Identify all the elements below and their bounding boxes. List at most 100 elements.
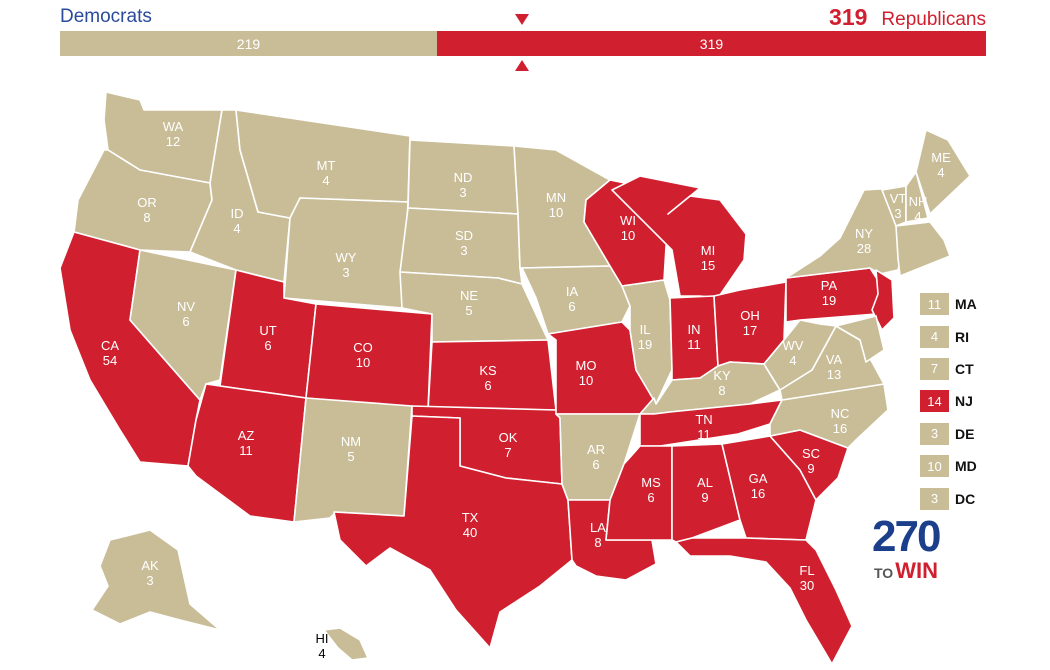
state-label-ne: NE xyxy=(460,288,478,303)
small-state-abbrev: DC xyxy=(955,490,976,507)
small-state-md[interactable]: 10 MD xyxy=(920,450,977,482)
state-ev-mt: 4 xyxy=(322,173,329,188)
state-me[interactable] xyxy=(915,129,971,215)
state-label-nm: NM xyxy=(341,434,361,449)
state-label-mi: MI xyxy=(701,243,715,258)
state-label-mo: MO xyxy=(576,358,597,373)
small-state-abbrev: MD xyxy=(955,458,977,475)
state-label-in: IN xyxy=(688,322,701,337)
state-ev-ok: 7 xyxy=(504,445,511,460)
state-ev-nd: 3 xyxy=(459,185,466,200)
state-label-ga: GA xyxy=(749,471,768,486)
state-label-ia: IA xyxy=(566,284,579,299)
state-ev-sd: 3 xyxy=(460,243,467,258)
state-ev-ak: 3 xyxy=(146,573,153,588)
state-ev-al: 9 xyxy=(701,490,708,505)
state-label-vt: VT xyxy=(890,191,907,206)
win-threshold-marker-bottom xyxy=(515,60,529,71)
state-de-md[interactable] xyxy=(835,315,885,363)
state-ma-ct-ri[interactable] xyxy=(895,221,951,277)
state-ev-mo: 10 xyxy=(579,373,593,388)
logo-270: 270 xyxy=(872,512,941,561)
small-state-ri[interactable]: 4 RI xyxy=(920,320,977,352)
state-ev-co: 10 xyxy=(356,355,370,370)
state-label-wy: WY xyxy=(336,250,357,265)
state-label-ny: NY xyxy=(855,226,873,241)
state-ev-fl: 30 xyxy=(800,578,814,593)
state-ev-ks: 6 xyxy=(484,378,491,393)
small-state-ev-box: 3 xyxy=(920,422,949,445)
state-ev-nh: 4 xyxy=(914,209,921,224)
small-state-abbrev: NJ xyxy=(955,393,973,410)
state-ev-sc: 9 xyxy=(807,461,814,476)
state-label-wv: WV xyxy=(783,338,804,353)
small-state-ev-box: 10 xyxy=(920,455,949,478)
state-label-sd: SD xyxy=(455,228,473,243)
state-ev-ms: 6 xyxy=(647,490,654,505)
state-ev-wi: 10 xyxy=(621,228,635,243)
state-label-ks: KS xyxy=(479,363,497,378)
win-threshold-marker-top xyxy=(515,14,529,25)
state-label-az: AZ xyxy=(238,428,255,443)
state-ev-wa: 12 xyxy=(166,134,180,149)
state-ak[interactable] xyxy=(91,529,221,631)
republicans-label: Republicans xyxy=(881,9,986,30)
state-label-oh: OH xyxy=(740,308,760,323)
state-ev-tx: 40 xyxy=(463,525,477,540)
logo-to: TO xyxy=(874,565,894,581)
state-label-sc: SC xyxy=(802,446,820,461)
state-ev-nv: 6 xyxy=(182,314,189,329)
state-ev-nc: 16 xyxy=(833,421,847,436)
state-ev-ne: 5 xyxy=(465,303,472,318)
state-hi[interactable] xyxy=(323,627,369,661)
state-ev-mn: 10 xyxy=(549,205,563,220)
state-nc[interactable] xyxy=(769,383,889,449)
state-label-wi: WI xyxy=(620,213,636,228)
state-ev-ca: 54 xyxy=(103,353,117,368)
state-label-nd: ND xyxy=(454,170,473,185)
small-state-de[interactable]: 3 DE xyxy=(920,418,977,450)
state-label-tx: TX xyxy=(462,510,479,525)
republicans-header: 319 Republicans xyxy=(829,4,986,31)
small-state-ma[interactable]: 11 MA xyxy=(920,288,977,320)
state-ev-in: 11 xyxy=(687,337,701,352)
state-nh[interactable] xyxy=(905,171,929,223)
small-state-ev-box: 4 xyxy=(920,325,949,348)
state-ev-la: 8 xyxy=(594,535,601,550)
small-state-ev-box: 14 xyxy=(920,390,949,413)
republican-total: 319 xyxy=(829,4,868,30)
state-label-or: OR xyxy=(137,195,157,210)
state-fl[interactable] xyxy=(675,537,853,665)
state-ev-vt: 3 xyxy=(894,206,901,221)
state-label-pa: PA xyxy=(821,278,838,293)
state-label-nh: NH xyxy=(909,194,928,209)
small-state-abbrev: MA xyxy=(955,296,977,313)
small-state-abbrev: DE xyxy=(955,425,975,442)
state-tx[interactable] xyxy=(333,415,573,649)
state-ev-oh: 17 xyxy=(743,323,757,338)
state-label-fl: FL xyxy=(799,563,814,578)
logo-win: WIN xyxy=(895,558,938,583)
small-state-dc[interactable]: 3 DC xyxy=(920,482,977,514)
state-label-mt: MT xyxy=(317,158,336,173)
state-label-wa: WA xyxy=(163,119,184,134)
state-wv[interactable] xyxy=(763,319,837,391)
state-ev-ny: 28 xyxy=(857,241,871,256)
state-ev-wv: 4 xyxy=(789,353,796,368)
state-ev-az: 11 xyxy=(239,443,253,458)
state-label-hi: HI xyxy=(316,631,329,646)
state-ev-tn: 11 xyxy=(697,427,711,442)
state-label-mn: MN xyxy=(546,190,566,205)
small-state-ct[interactable]: 7 CT xyxy=(920,353,977,385)
small-state-abbrev: RI xyxy=(955,328,969,345)
state-label-ky: KY xyxy=(713,368,731,383)
logo-to-win: TOWIN xyxy=(874,558,938,584)
small-state-nj[interactable]: 14 NJ xyxy=(920,385,977,417)
electoral-vote-bar: 219 319 xyxy=(60,31,986,56)
state-label-ok: OK xyxy=(499,430,518,445)
state-nj[interactable] xyxy=(871,269,895,331)
state-wy[interactable] xyxy=(283,197,409,309)
state-label-ut: UT xyxy=(259,323,276,338)
state-ev-mi: 15 xyxy=(701,258,715,273)
